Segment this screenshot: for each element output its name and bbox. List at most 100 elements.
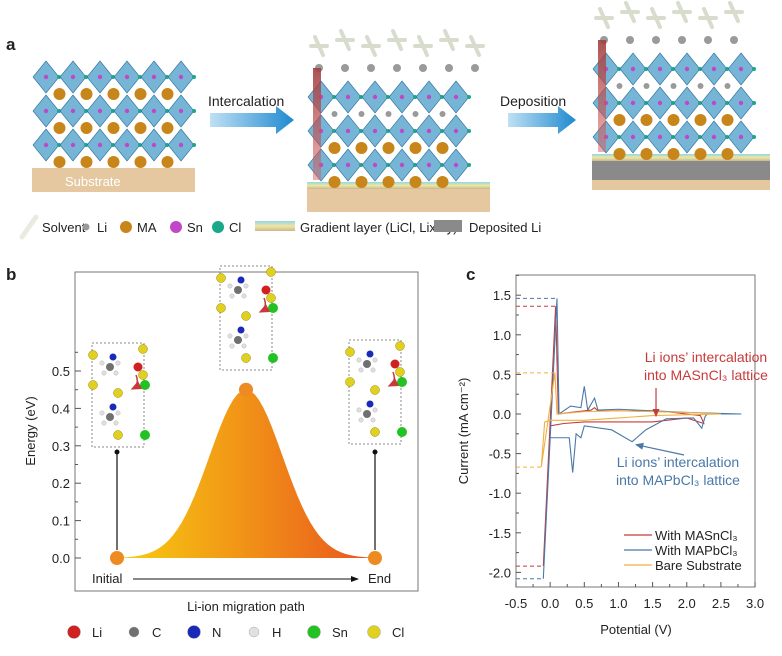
sn-atom xyxy=(345,162,351,168)
cl-atom-icon xyxy=(212,221,224,233)
sn-atom xyxy=(70,142,76,148)
y-axis-label-c: Current (mA cm⁻²) xyxy=(456,378,471,485)
cl-atom xyxy=(111,143,115,147)
legend-label: Solvent xyxy=(42,220,86,235)
sn-atom xyxy=(399,162,405,168)
cl-atom xyxy=(370,385,380,395)
gradient-layer xyxy=(307,182,490,189)
crystal xyxy=(32,60,196,192)
solvent-molecule xyxy=(439,29,459,51)
cl-atom xyxy=(617,135,621,139)
sn-atom xyxy=(738,100,744,106)
deposition-label: Deposition xyxy=(500,93,566,109)
x-axis-label-c: Potential (V) xyxy=(600,622,672,637)
cl-atom xyxy=(386,95,390,99)
cl-atom xyxy=(644,135,648,139)
deposition-arrow-icon xyxy=(508,106,576,134)
solvent-molecule xyxy=(724,1,744,23)
cl-atom xyxy=(395,367,405,377)
cl-atom xyxy=(192,109,196,113)
n-atom xyxy=(237,326,245,334)
cl-atom xyxy=(467,129,471,133)
cl-atom xyxy=(165,109,169,113)
li-atom xyxy=(678,36,686,44)
cl-atom xyxy=(216,303,226,313)
cl-atom xyxy=(725,67,729,71)
sn-atom xyxy=(372,94,378,100)
cl-atom xyxy=(138,143,142,147)
ma-atom xyxy=(53,88,66,100)
x-tick-label-c: 0.0 xyxy=(541,596,559,611)
energy-point xyxy=(368,551,382,565)
ma-atom xyxy=(694,114,707,126)
sn-atom xyxy=(124,142,130,148)
substrate xyxy=(32,168,195,192)
solvent-molecule xyxy=(335,29,355,51)
li-atom xyxy=(412,111,419,117)
solvent-molecule xyxy=(361,35,381,57)
li-atom xyxy=(697,83,704,89)
ma-atom xyxy=(80,88,93,100)
sn-atom xyxy=(97,108,103,114)
x-tick-label-c: -0.5 xyxy=(505,596,527,611)
cl-atom xyxy=(725,101,729,105)
h-atom xyxy=(370,367,376,373)
cl-atom-icon xyxy=(367,625,381,639)
c-atom xyxy=(363,360,371,368)
cl-atom xyxy=(698,135,702,139)
legend-label: Li xyxy=(92,625,102,640)
li-atom xyxy=(358,111,365,117)
ma-atom xyxy=(409,176,422,188)
y-axis-label-b: Energy (eV) xyxy=(23,396,38,465)
cl-atom xyxy=(266,293,276,303)
n-atom xyxy=(237,276,245,284)
h-atom xyxy=(101,420,107,426)
c-atom xyxy=(234,336,242,344)
ma-atom xyxy=(107,122,120,134)
legend-label: With MASnCl₃ xyxy=(655,528,738,543)
n-atom xyxy=(109,353,117,361)
ma-atom xyxy=(328,142,341,154)
legend-label: H xyxy=(272,625,281,640)
h-atom xyxy=(243,283,249,289)
ma-atom xyxy=(53,122,66,134)
cl-atom xyxy=(113,388,123,398)
ma-atom xyxy=(640,148,653,160)
ma-atom xyxy=(721,114,734,126)
cl-atom xyxy=(359,95,363,99)
cl-atom xyxy=(266,267,276,277)
x-tick-label-c: 2.0 xyxy=(678,596,696,611)
legend-label: Deposited Li xyxy=(469,220,541,235)
ma-atom xyxy=(436,142,449,154)
cl-atom xyxy=(440,95,444,99)
cl-atom xyxy=(467,95,471,99)
sn-atom xyxy=(70,74,76,80)
ma-atom xyxy=(107,88,120,100)
h-atom xyxy=(99,360,105,366)
li-atom xyxy=(704,36,712,44)
c-atom xyxy=(363,410,371,418)
sn-atom xyxy=(268,303,278,313)
cl-atom xyxy=(752,101,756,105)
cl-atom xyxy=(138,75,142,79)
sn-atom-icon xyxy=(307,625,321,639)
ma-atom xyxy=(328,176,341,188)
c-atom-icon xyxy=(128,626,140,638)
sn-atom xyxy=(657,66,663,72)
cl-atom xyxy=(192,143,196,147)
gradient-layer-icon xyxy=(255,221,295,231)
ma-atom xyxy=(53,156,66,168)
panel-a: a Substrate Intercalation Deposition Sol… xyxy=(6,1,770,240)
sn-atom xyxy=(43,108,49,114)
c-atom xyxy=(106,413,114,421)
li-atom xyxy=(341,64,349,72)
legend-label: Cl xyxy=(392,625,404,640)
li-atom-icon xyxy=(82,223,90,231)
cl-atom xyxy=(617,67,621,71)
solvent-molecule xyxy=(413,35,433,57)
substrate xyxy=(307,188,490,212)
cv-curve-2 xyxy=(540,372,721,468)
sn-atom xyxy=(97,142,103,148)
panel-a-label: a xyxy=(6,35,16,54)
